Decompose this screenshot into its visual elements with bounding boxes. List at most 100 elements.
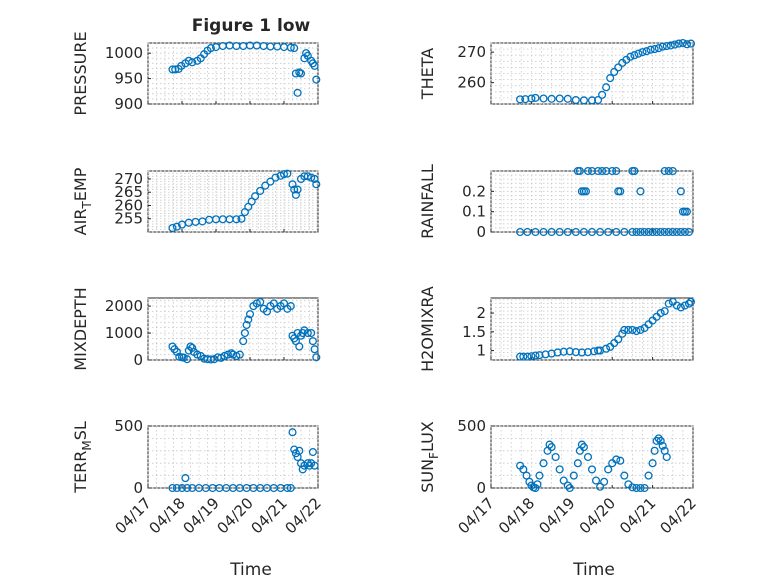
data-point: [644, 471, 653, 480]
data-point: [652, 227, 661, 237]
x-tick-label: 04/22: [657, 494, 700, 537]
data-point: [636, 187, 645, 196]
data-point: [634, 49, 643, 58]
data-point: [650, 45, 659, 54]
data-point: [616, 187, 625, 196]
data-point: [283, 169, 292, 178]
data-point: [596, 227, 605, 237]
data-point: [242, 320, 251, 330]
data-point: [658, 441, 667, 450]
x-axis-label-right: Time: [572, 560, 615, 580]
panel-terr_msl: 0 500 TERRMSL 04/1704/1804/1904/2004/2104/2…: [71, 417, 325, 537]
data-point: [183, 483, 192, 493]
x-tick-label: 04/21: [616, 494, 659, 537]
x-tick-label: 04/22: [282, 494, 325, 537]
data-point: [587, 227, 597, 237]
data-point: [312, 180, 321, 189]
data-point: [296, 69, 306, 78]
data-point: [553, 348, 562, 357]
data-point: [579, 227, 588, 237]
data-point: [539, 459, 548, 468]
data-point: [650, 446, 659, 455]
y-axis-label: TERRMSL: [71, 421, 94, 494]
x-tick-label: 04/20: [576, 494, 619, 537]
figure-title: Figure 1 low: [192, 16, 311, 36]
data-point: [547, 94, 556, 103]
data-point: [602, 83, 611, 92]
data-point: [664, 166, 673, 176]
data-point: [206, 44, 215, 53]
data-point: [626, 52, 635, 61]
data-point: [636, 325, 645, 334]
data-point: [288, 180, 297, 189]
data-point: [555, 94, 564, 103]
data-point: [632, 327, 641, 336]
data-point: [632, 227, 641, 237]
data-point: [519, 352, 528, 361]
data-point: [630, 51, 639, 60]
y-axis-label: MIXDEPTH: [71, 287, 90, 370]
data-point: [168, 223, 177, 233]
data-point: [575, 166, 584, 176]
data-point: [183, 355, 192, 364]
data-point: [620, 471, 629, 480]
data-point: [571, 95, 580, 105]
data-point: [555, 465, 564, 474]
x-tick-label: 04/17: [112, 494, 155, 537]
data-point: [521, 95, 530, 104]
data-point: [600, 477, 609, 486]
data-point: [676, 303, 685, 312]
data-point: [177, 483, 187, 493]
data-point: [686, 297, 696, 306]
data-point: [686, 39, 696, 48]
x-tick-label: 04/19: [535, 494, 578, 537]
data-point: [636, 227, 645, 237]
y-axis-label: PRESSURE: [71, 31, 90, 115]
data-point: [293, 185, 302, 194]
data-point: [237, 214, 246, 223]
data-point: [620, 227, 629, 237]
panel-h2omixra: 11.52 H2OMIXRA: [418, 286, 696, 372]
data-point: [684, 227, 694, 237]
data-point: [612, 455, 621, 464]
data-point: [171, 65, 180, 74]
data-point: [638, 48, 647, 57]
data-point: [295, 446, 304, 455]
data-point: [616, 456, 625, 465]
y-tick-label: 0: [476, 223, 486, 241]
data-point: [604, 465, 613, 474]
panel-mixdepth: 0 1000 2000 MIXDEPTH: [71, 287, 321, 371]
data-point: [658, 42, 667, 51]
y-tick-label: 0.2: [462, 182, 486, 200]
plot-area: [147, 425, 319, 489]
x-tick-label: 04/19: [180, 494, 223, 537]
data-point: [654, 44, 663, 53]
y-axis-label: THETA: [418, 48, 437, 100]
data-point: [612, 227, 621, 237]
y-axis-label: AIRTEMP: [71, 167, 94, 235]
y-tick-label: 0: [476, 479, 486, 497]
data-point: [563, 481, 572, 490]
data-point: [598, 166, 607, 176]
data-point: [587, 96, 597, 105]
data-point: [640, 227, 649, 237]
data-point: [662, 41, 671, 51]
data-point: [577, 348, 586, 357]
data-point: [594, 166, 603, 176]
data-point: [244, 315, 253, 324]
data-point: [539, 94, 548, 103]
data-point: [571, 348, 580, 357]
data-point: [271, 173, 280, 182]
y-tick-label: 1000: [105, 44, 143, 62]
data-point: [664, 227, 673, 237]
data-point: [535, 351, 544, 360]
data-point: [670, 40, 679, 49]
data-point: [303, 328, 312, 338]
data-point: [628, 227, 637, 237]
y-tick-label: 265: [114, 183, 143, 201]
data-point: [606, 74, 615, 83]
panel-rainfall: 0 0.1 0.2 RAINFALL: [418, 164, 694, 241]
data-point: [295, 342, 304, 351]
data-point: [286, 483, 295, 493]
data-point: [660, 307, 669, 316]
